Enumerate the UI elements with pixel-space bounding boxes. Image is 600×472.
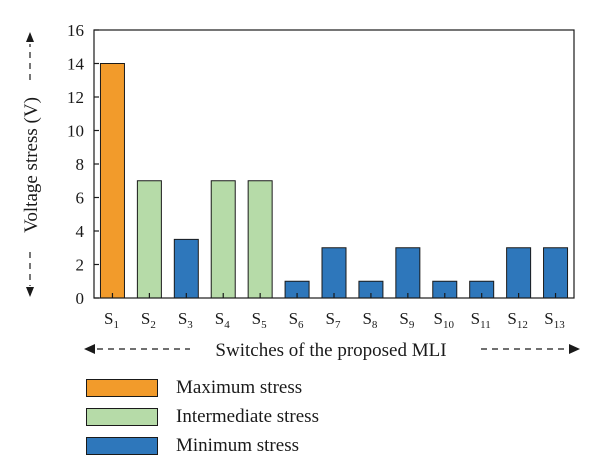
legend-label-intermediate: Intermediate stress [176, 406, 319, 427]
bar-s7 [321, 247, 347, 299]
y-tick-label: 10 [67, 122, 84, 141]
x-tick-label-s9: S9 [399, 309, 414, 331]
x-tick-label-s12: S12 [507, 309, 527, 331]
y-tick-label: 12 [67, 88, 84, 107]
x-tick-label-s6: S6 [289, 309, 304, 331]
bars-group [99, 63, 569, 299]
x-tick-label-s7: S7 [326, 309, 341, 331]
legend-label-maximum: Maximum stress [176, 377, 303, 398]
bar-s12 [506, 247, 532, 299]
y-tick-label: 6 [76, 189, 85, 208]
legend: Maximum stress Intermediate stress Minim… [86, 376, 319, 463]
x-axis-title-group: Switches of the proposed MLI [84, 340, 580, 361]
x-axis-arrow-right-icon [569, 344, 580, 354]
bar-s3 [173, 238, 199, 299]
x-tick-label-s11: S11 [471, 309, 491, 331]
bar-s1 [99, 63, 125, 299]
legend-swatch-minimum [86, 437, 158, 455]
legend-swatch-intermediate [86, 408, 158, 426]
bar-s5 [247, 180, 273, 299]
legend-label-minimum: Minimum stress [176, 435, 299, 456]
x-tick-label-s5: S5 [252, 309, 267, 331]
legend-swatch-maximum [86, 379, 158, 397]
y-tick-label: 8 [76, 155, 85, 174]
bar-s9 [395, 247, 421, 299]
y-tick-label: 4 [76, 222, 85, 241]
y-axis-arrow-down-icon [26, 287, 34, 297]
x-tick-label-s3: S3 [178, 309, 193, 331]
x-tick-label-s2: S2 [141, 309, 156, 331]
y-axis-ticks: 0 2 4 6 8 10 12 14 16 [67, 21, 99, 308]
x-axis-ticks: S1 S2 S3 S4 S5 S6 S7 S8 S9 S10 S11 S12 S13 [104, 293, 565, 331]
bar-s4 [210, 180, 236, 299]
y-tick-label: 2 [76, 256, 85, 275]
x-tick-label-s10: S10 [434, 309, 455, 331]
legend-item-maximum: Maximum stress [86, 376, 319, 400]
y-tick-label: 14 [67, 55, 85, 74]
legend-item-minimum: Minimum stress [86, 434, 319, 458]
bar-s2 [136, 180, 162, 299]
x-tick-label-s1: S1 [104, 309, 119, 331]
y-tick-label: 16 [67, 21, 84, 40]
x-axis-label: Switches of the proposed MLI [215, 340, 446, 361]
x-tick-label-s13: S13 [544, 309, 565, 331]
legend-item-intermediate: Intermediate stress [86, 405, 319, 429]
y-axis-label: Voltage stress (V) [21, 97, 42, 233]
x-axis-arrow-left-icon [84, 344, 95, 354]
bar-s13 [543, 247, 569, 299]
x-tick-label-s4: S4 [215, 309, 230, 331]
y-axis-arrow-up-icon [26, 32, 34, 42]
x-tick-label-s8: S8 [362, 309, 377, 331]
y-tick-label: 0 [76, 289, 85, 308]
y-axis-title-group: Voltage stress (V) [21, 32, 42, 297]
